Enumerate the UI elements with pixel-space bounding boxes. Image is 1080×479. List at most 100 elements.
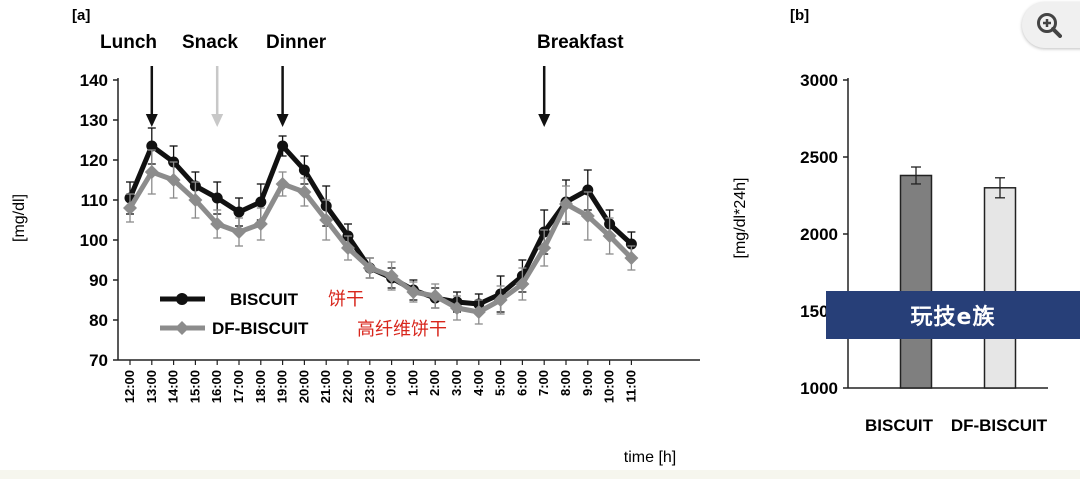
data-point	[602, 229, 617, 243]
data-point	[123, 201, 137, 215]
panel-a-x-tick-label: 12:00	[122, 370, 137, 403]
data-point	[211, 192, 223, 204]
meal-arrow-head	[538, 114, 551, 127]
data-point	[188, 193, 203, 207]
panel-a-x-tick-label: 23:00	[362, 370, 377, 403]
series-line	[127, 169, 634, 315]
data-point	[625, 238, 637, 250]
legend-df-biscuit-marker	[175, 321, 189, 335]
legend-biscuit-label: BISCUIT	[230, 290, 299, 309]
legend-biscuit-marker	[176, 293, 188, 305]
panel-a-x-tick-label: 0:00	[384, 370, 399, 396]
meal-arrow-head	[211, 114, 224, 127]
panel-a-x-tick-label: 22:00	[340, 370, 355, 403]
data-point	[493, 293, 508, 307]
panel-a-y-tick-label: 80	[89, 311, 108, 330]
data-point	[146, 140, 158, 152]
meal-arrow-head	[276, 114, 289, 127]
data-point	[515, 277, 530, 291]
panel-a-label: [a]	[72, 7, 90, 24]
panel-a-y-tick-label: 120	[80, 151, 108, 170]
data-point	[233, 206, 245, 218]
meal-label: Dinner	[266, 32, 327, 53]
legend-biscuit-label-cn: 饼干	[328, 289, 364, 309]
panel-a-x-tick-label: 18:00	[253, 370, 268, 403]
zoom-in-icon	[1037, 13, 1062, 38]
data-point	[406, 285, 421, 299]
data-point	[580, 209, 595, 223]
data-point	[428, 289, 443, 303]
panel-a-x-tick-label: 13:00	[144, 370, 159, 403]
data-point	[253, 217, 268, 231]
data-point	[255, 196, 267, 208]
panel-a-x-tick-label: 10:00	[602, 370, 617, 403]
panel-a-x-tick-label: 5:00	[493, 370, 508, 396]
data-point	[341, 241, 355, 255]
bar-category-label: DF-BISCUIT	[951, 416, 1048, 435]
data-point	[319, 213, 334, 227]
panel-a-series	[123, 127, 639, 325]
panel-b-y-tick-label: 1000	[800, 379, 838, 398]
panel-a-x-tick-label: 11:00	[623, 370, 638, 403]
panel-a-x-tick-label: 20:00	[296, 370, 311, 403]
panel-b-y-tick-label: 2000	[800, 225, 838, 244]
panel-a-y-ticks: 70 80 90 100 110 120 130 140	[80, 71, 118, 370]
panel-a-x-tick-label: 3:00	[449, 370, 464, 396]
data-point	[144, 165, 159, 179]
panel-a-x-tick-label: 14:00	[166, 370, 181, 403]
watermark-banner: 玩技e族	[826, 291, 1080, 339]
panel-a-x-tick-label: 15:00	[187, 370, 202, 403]
panel-a-y-tick-label: 90	[89, 271, 108, 290]
panel-a-x-tick-label: 6:00	[514, 370, 529, 396]
data-point	[559, 197, 573, 211]
panel-a-x-axis-label: time [h]	[624, 449, 676, 466]
meal-label: Snack	[182, 32, 238, 53]
panel-a-x-tick-label: 7:00	[536, 370, 551, 396]
panel-a-x-tick-label: 17:00	[231, 370, 246, 403]
data-point	[277, 140, 289, 152]
panel-a-x-tick-label: 19:00	[275, 370, 290, 403]
panel-a-y-tick-label: 110	[81, 191, 108, 210]
data-point	[275, 177, 290, 191]
series-df-biscuit	[123, 149, 639, 325]
panel-a-x-ticks: 12:00 13:00 14:00 15:00 16:00 17:00 18:00 19:00…	[122, 360, 638, 403]
panel-a-y-tick-label: 100	[80, 231, 108, 250]
data-point	[624, 251, 639, 265]
bar	[983, 187, 1017, 389]
panel-a-y-tick-label: 70	[89, 351, 108, 370]
watermark-text: 玩技e族	[910, 305, 996, 330]
panel-b-axes	[847, 78, 1048, 389]
data-point	[297, 185, 312, 199]
data-point	[232, 225, 246, 239]
data-point	[582, 184, 594, 196]
panel-a-x-tick-label: 9:00	[580, 370, 595, 396]
panel-b-bars	[899, 166, 1017, 389]
data-point	[384, 269, 399, 283]
panel-a-x-tick-label: 16:00	[209, 370, 224, 403]
data-point	[210, 217, 225, 231]
data-point	[471, 305, 486, 319]
panel-a-x-tick-label: 8:00	[558, 370, 573, 396]
meal-arrow-head	[145, 114, 158, 127]
data-point	[298, 164, 310, 176]
legend-df-biscuit-label: DF-BISCUIT	[212, 319, 309, 338]
panel-b-y-tick-label: 2500	[800, 148, 838, 167]
meal-annotations: Lunch Snack Dinner Breakfast	[100, 32, 624, 127]
panel-a-y-axis-label: [mg/dl]	[11, 194, 28, 242]
panel-a-y-tick-label: 140	[80, 71, 108, 90]
panel-b-category-labels: BISCUIT DF-BISCUIT	[865, 416, 1048, 435]
page-footer-strip	[0, 470, 1080, 479]
data-point	[537, 241, 552, 255]
panel-a-y-tick-label: 130	[80, 111, 108, 130]
panel-a-x-tick-label: 2:00	[427, 370, 442, 396]
zoom-button[interactable]	[1022, 2, 1080, 48]
panel-b-label: [b]	[790, 7, 809, 24]
panel-a-x-tick-label: 4:00	[471, 370, 486, 396]
bar-category-label: BISCUIT	[865, 416, 934, 435]
panel-b-y-tick-label: 3000	[800, 71, 838, 90]
panel-a-x-tick-label: 1:00	[405, 370, 420, 396]
panel-a-x-tick-label: 21:00	[318, 370, 333, 403]
meal-label: Breakfast	[537, 32, 624, 53]
